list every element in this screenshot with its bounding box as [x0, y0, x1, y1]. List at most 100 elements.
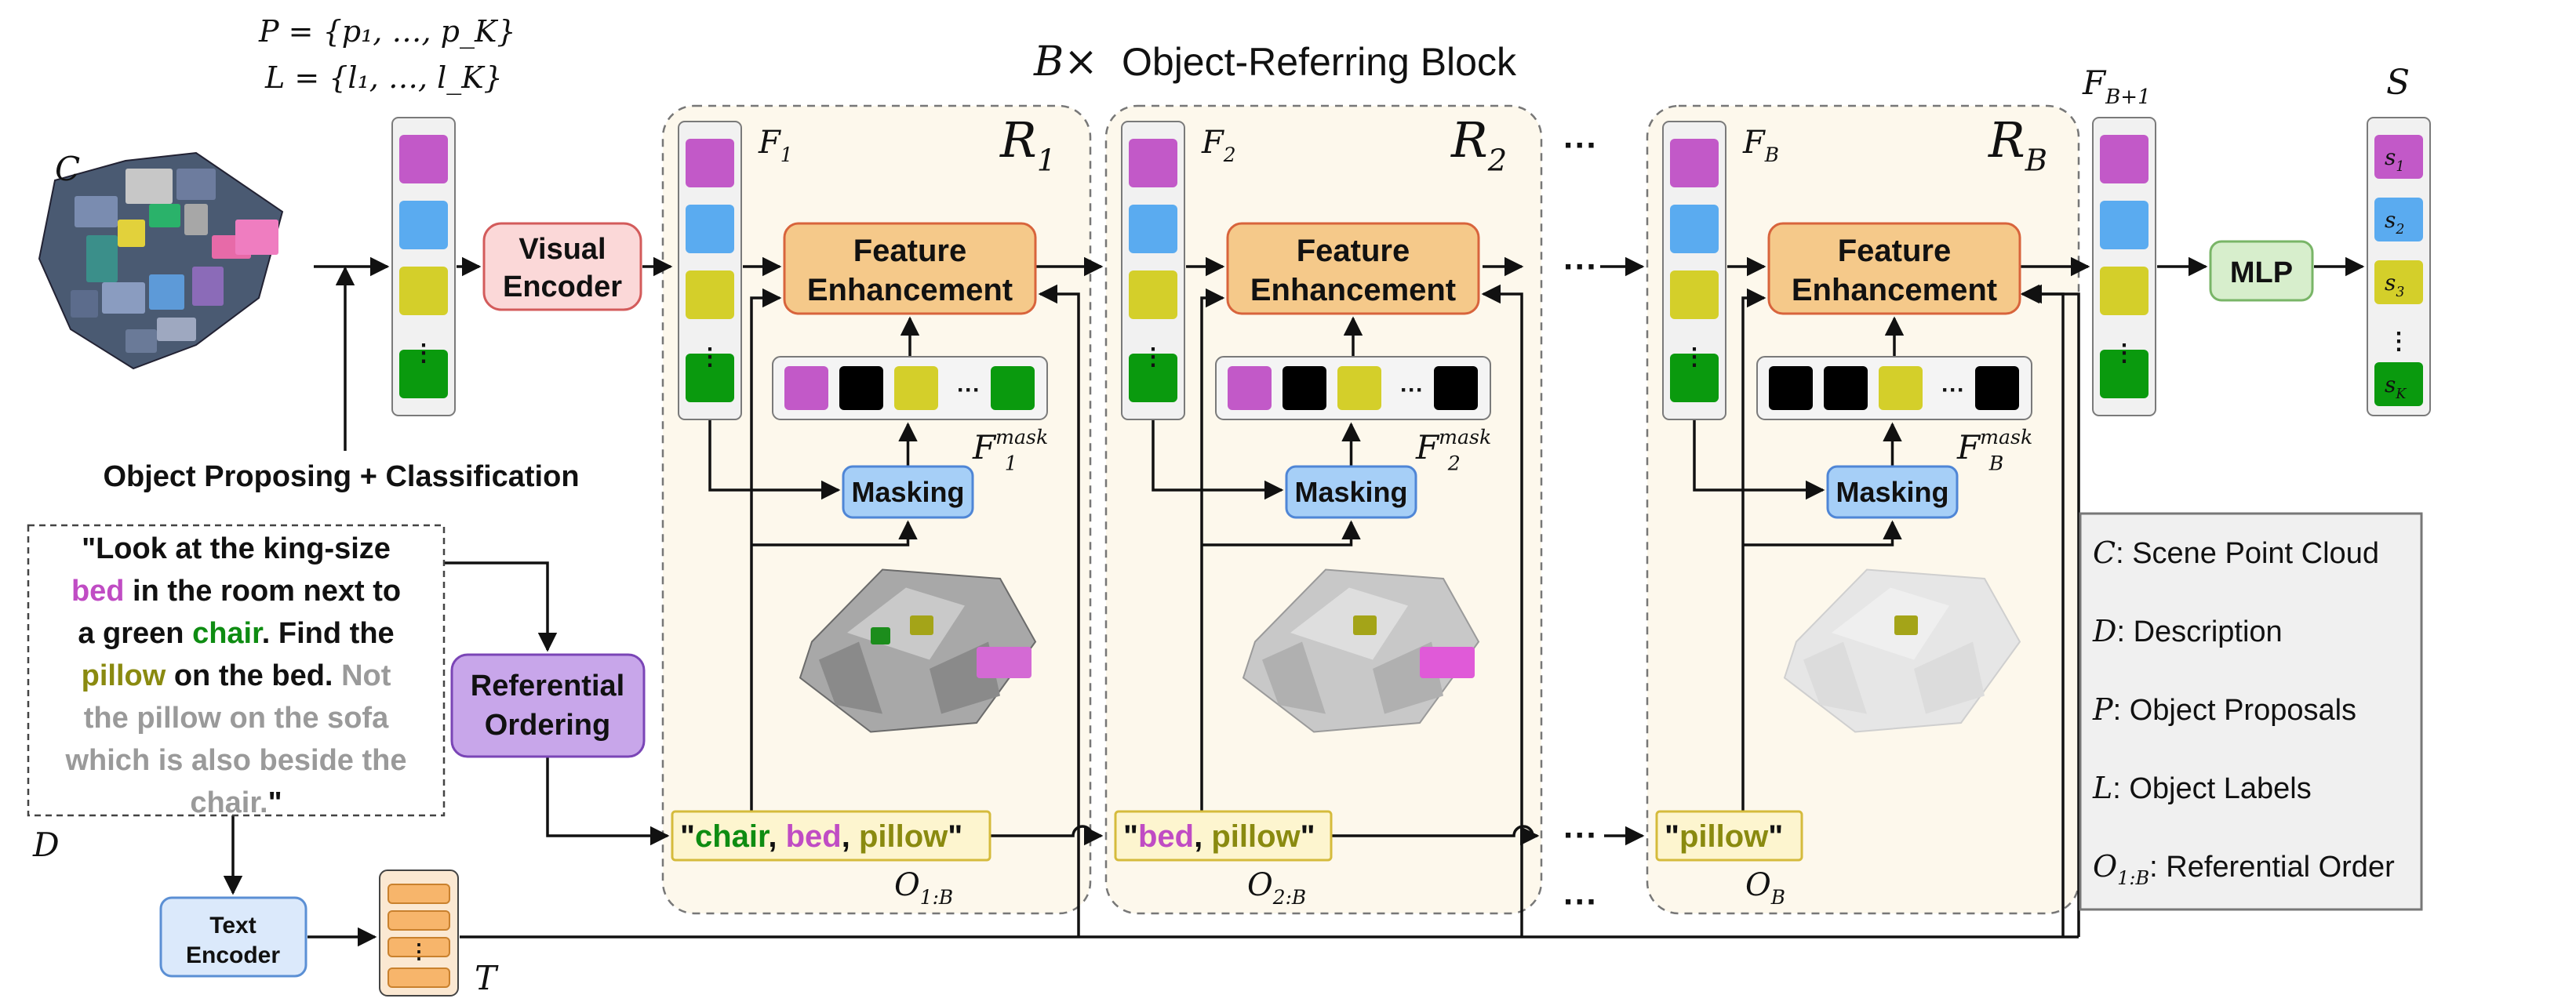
feature-token [399, 135, 448, 183]
referential-ordering-box [450, 653, 646, 758]
description-line: bed in the room next to [71, 575, 401, 608]
vertical-ellipsis: ⋮ [412, 340, 435, 366]
arrow-order-to-enhancement [750, 288, 782, 811]
feature-enhancement-box [1767, 222, 2021, 315]
masked-feature-token [784, 366, 828, 410]
horizontal-ellipsis: ··· [1941, 377, 1965, 403]
masked-feature-label: Fmask B [1956, 426, 2032, 475]
arrow-order1-to-order2 [990, 825, 1104, 846]
visual-encoder-box [482, 222, 642, 311]
vertical-ellipsis: ⋮ [2112, 340, 2136, 366]
vertical-ellipsis: ⋮ [698, 344, 722, 370]
feature-token [1129, 270, 1177, 319]
feature-token [1670, 270, 1719, 319]
referential-order-box [1114, 810, 1333, 862]
feature-enhancement-box [783, 222, 1037, 315]
score-token [2374, 260, 2423, 304]
feature-enhancement-label: Feature [1297, 234, 1410, 268]
feature-token [2100, 135, 2148, 183]
feature-token [399, 267, 448, 315]
score-token-label: s3 [2385, 270, 2404, 300]
scene-point-cloud [38, 151, 284, 370]
referential-order-text: "bed, pillow" [1123, 819, 1315, 854]
arrow-features-to-masking [708, 419, 841, 500]
visual-encoder-label: Encoder [503, 270, 622, 303]
masked-feature-token [991, 366, 1035, 410]
score-label: S [2386, 63, 2410, 103]
visual-encoder-label: Visual [518, 233, 606, 266]
point-cloud-segment [71, 290, 98, 318]
score-token [2374, 198, 2423, 241]
legend-entry: D: Description [2092, 614, 2283, 648]
legend-entry: O1:B: Referential Order [2093, 849, 2395, 889]
arrow-order-to-masking [1743, 520, 1902, 546]
ellipsis-between-blocks: ··· [1563, 248, 1598, 286]
point-cloud-segment [192, 267, 224, 306]
feature-token [686, 270, 734, 319]
point-cloud-segment [86, 235, 118, 282]
text-feature-label: T [475, 959, 499, 997]
pillow-highlight [1894, 615, 1918, 635]
feature-enhancement-label: Feature [1838, 234, 1952, 268]
masked-feature-token [894, 366, 938, 410]
point-cloud-segment [184, 204, 208, 235]
point-cloud-segment [149, 274, 184, 310]
masked-feature-token [1975, 366, 2019, 410]
feature-token [2100, 350, 2148, 398]
arrow-order-to-masking [1202, 520, 1361, 546]
feature-enhancement-box [1226, 222, 1480, 315]
feature-token [1670, 205, 1719, 253]
feature-token [2100, 201, 2148, 249]
score-token-label: sK [2385, 372, 2407, 402]
ellipsis-bottom: ··· [1563, 883, 1598, 921]
feature-token [686, 139, 734, 187]
bed-highlight [977, 647, 1031, 678]
feature-token [399, 350, 448, 398]
ellipsis-order: ··· [1563, 816, 1598, 855]
block-reference-label: R2 [1450, 111, 1507, 178]
score-token-label: s1 [2385, 144, 2404, 175]
legend-box [2079, 512, 2423, 911]
score-token-label: s2 [2385, 207, 2404, 238]
masking-box [842, 465, 974, 519]
feature-enhancement-label: Enhancement [807, 273, 1013, 307]
referential-order-label: O1:B [894, 867, 953, 909]
feature-token [1129, 139, 1177, 187]
point-cloud-segment [126, 169, 173, 204]
point-cloud-segment [102, 282, 145, 314]
feature-enhancement-label: Feature [853, 234, 967, 268]
description-label: D [32, 826, 60, 864]
score-token [2374, 362, 2423, 406]
point-cloud-segment [235, 220, 278, 255]
arrow-order-to-masking [751, 520, 918, 546]
chair-highlight [871, 627, 890, 644]
masked-feature-label: Fmask 2 [1415, 426, 1491, 475]
feature-enhancement-label: Enhancement [1792, 273, 1997, 307]
arrow-order-to-enhancement [1741, 288, 1766, 811]
output-feature-label: FB+1 [2082, 64, 2151, 109]
point-cloud-segment [176, 169, 216, 200]
vertical-ellipsis: ⋮ [1141, 344, 1165, 370]
arrow-text-to-blockB [2020, 284, 2080, 937]
referential-ordering-label: Ordering [485, 709, 610, 742]
referential-ordering-label: Referential [471, 670, 624, 702]
vertical-ellipsis: ⋮ [1683, 344, 1706, 370]
proposals-equation: P = {p₁, …, p_K} [258, 14, 516, 49]
masking-label: Masking [1836, 476, 1948, 508]
legend-entry: C: Scene Point Cloud [2093, 535, 2379, 570]
masked-feature-token [1434, 366, 1478, 410]
object-proposing-caption: Object Proposing + Classification [103, 460, 579, 493]
vertical-ellipsis: ⋮ [2387, 329, 2410, 354]
description-line: which is also beside the [64, 744, 406, 777]
scene-label: C [55, 150, 80, 188]
masked-feature-token [1337, 366, 1381, 410]
text-token [387, 910, 450, 931]
masked-feature-token [1879, 366, 1923, 410]
labels-equation: L = {l₁, …, l_K} [264, 60, 503, 96]
feature-enhancement-label: Enhancement [1250, 273, 1456, 307]
title-multiplier: B× [1033, 38, 1098, 85]
point-cloud-segment [157, 318, 196, 341]
description-box [27, 524, 446, 817]
feature-token [399, 201, 448, 249]
block-feature-label: FB [1742, 125, 1779, 166]
